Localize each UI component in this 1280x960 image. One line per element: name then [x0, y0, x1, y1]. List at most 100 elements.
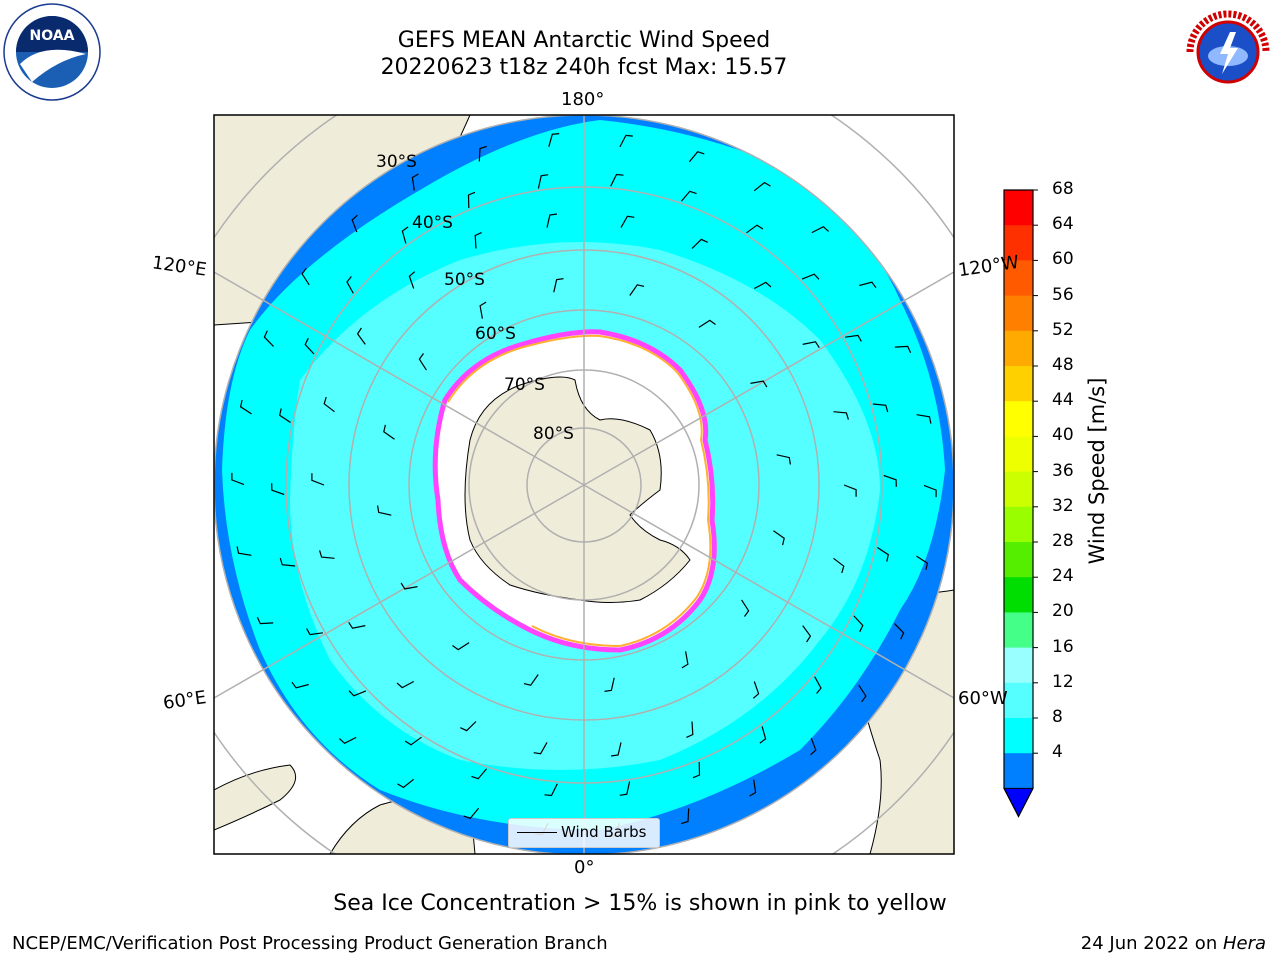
national-weather-service-logo-icon: [1178, 2, 1278, 102]
colorbar-tick-label: 68: [1052, 179, 1074, 199]
colorbar-segment: [1004, 471, 1033, 508]
wind-barb: [467, 191, 476, 209]
wind-barb: [291, 681, 309, 689]
wind-barb: [692, 761, 701, 779]
wind-barb: [271, 483, 285, 496]
wind-barb: [802, 625, 812, 643]
lon-label-0: 0°: [574, 857, 595, 878]
wind-barb: [236, 546, 252, 556]
lat-label-60s: 60°S: [475, 324, 516, 344]
wind-barb: [681, 808, 690, 825]
land-upper-right: [840, 115, 954, 240]
colorbar-segment: [1004, 225, 1033, 261]
colorbar-tick-label: 56: [1052, 284, 1074, 305]
wind-barb: [523, 674, 539, 686]
wind-barb: [279, 408, 291, 424]
colorbar-segment: [1004, 577, 1033, 613]
wind-barb: [401, 226, 409, 244]
colorbar: [1003, 189, 1038, 818]
footer-date: 24 Jun 2022 on Hera: [1081, 933, 1266, 954]
wind-barb: [533, 742, 548, 755]
wind-barb: [346, 276, 354, 294]
wind-barb-legend-line: [517, 832, 557, 833]
colorbar-tick-label: 44: [1052, 390, 1074, 411]
wind-barb: [681, 651, 689, 669]
wind-barb: [548, 133, 560, 147]
wind-barb: [400, 582, 418, 590]
colorbar-segment: [1004, 753, 1033, 789]
wind-barb: [279, 557, 296, 567]
wind-barb: [802, 341, 820, 349]
wind-barb: [351, 214, 358, 233]
colorbar-segment: [1004, 401, 1033, 437]
colorbar-tick-label: 40: [1052, 425, 1074, 446]
legend-label: Wind Barbs: [561, 823, 647, 841]
wind-barb: [894, 623, 905, 640]
wind-barb: [311, 473, 325, 486]
wind-barb: [256, 616, 274, 625]
wind-barb: [383, 424, 395, 440]
colorbar-tick-label: 48: [1052, 355, 1074, 375]
wind-barb: [843, 484, 857, 497]
wind-barb: [629, 284, 645, 296]
colorbar-tick-label: 24: [1052, 566, 1074, 587]
wind-barb: [872, 403, 889, 413]
colorbar-segment: [1004, 190, 1033, 226]
colorbar-tick-label: 60: [1052, 249, 1074, 270]
wind-barb: [306, 628, 323, 636]
lon-label-180: 180°: [561, 89, 605, 110]
wind-barb: [611, 742, 622, 757]
chart-subtitle: 20220623 t18z 240h fcst Max: 15.57: [380, 55, 788, 80]
wind-barb: [471, 768, 488, 780]
wind-barb: [811, 225, 830, 234]
wind-barb: [537, 174, 549, 189]
wind-barb: [845, 334, 862, 342]
wind-barb: [408, 271, 416, 289]
wind-barb: [750, 380, 768, 388]
colorbar-tick-label: 32: [1052, 495, 1074, 516]
map-frame: [213, 114, 955, 855]
colorbar-tick-label: 52: [1052, 319, 1074, 340]
wind-barb: [741, 599, 750, 617]
wind-barb: [377, 505, 392, 516]
footer-credit: NCEP/EMC/Verification Post Processing Pr…: [12, 933, 608, 954]
wind-barb: [773, 530, 785, 546]
wind-barb: [418, 353, 427, 371]
wind-barb: [754, 281, 772, 290]
wind-barb: [301, 267, 310, 286]
footer-host: Hera: [1222, 933, 1266, 954]
wind-barb: [474, 232, 482, 249]
colorbar-segment: [1004, 366, 1033, 402]
wind-barb: [814, 676, 822, 694]
wind-barb: [348, 690, 367, 697]
colorbar-tick-label: 16: [1052, 636, 1074, 657]
wind-barb: [323, 396, 335, 413]
wind-barb: [356, 327, 366, 345]
wind-barb: [396, 680, 414, 689]
colorbar-tick-label: 28: [1052, 531, 1074, 551]
wind-barb: [411, 173, 419, 191]
wind-barb: [304, 337, 315, 355]
wind-barb: [688, 151, 705, 163]
wind-barb: [916, 555, 929, 571]
wind-barb: [833, 557, 845, 574]
wind-barb: [263, 330, 274, 347]
colorbar-tick-label: 20: [1052, 601, 1074, 622]
wind-barb: [479, 301, 487, 319]
colorbar-segment: [1004, 647, 1033, 684]
wind-barb: [478, 145, 487, 162]
footer-date-text: 24 Jun 2022 on: [1080, 933, 1223, 954]
colorbar-segment: [1004, 436, 1033, 473]
colorbar-under-arrow: [1003, 787, 1034, 818]
colorbar-label: Wind Speed [m/s]: [1085, 377, 1109, 565]
wind-barb: [546, 213, 557, 228]
wind-barb: [810, 737, 817, 756]
wind-barb: [239, 399, 252, 415]
colorbar-segment: [1004, 718, 1033, 754]
wind-barb: [544, 783, 558, 797]
lon-label-60w: 60°W: [958, 688, 1008, 709]
wind-barb: [452, 642, 470, 651]
wind-barb: [460, 721, 477, 732]
colorbar-tick-label: 64: [1052, 214, 1074, 235]
